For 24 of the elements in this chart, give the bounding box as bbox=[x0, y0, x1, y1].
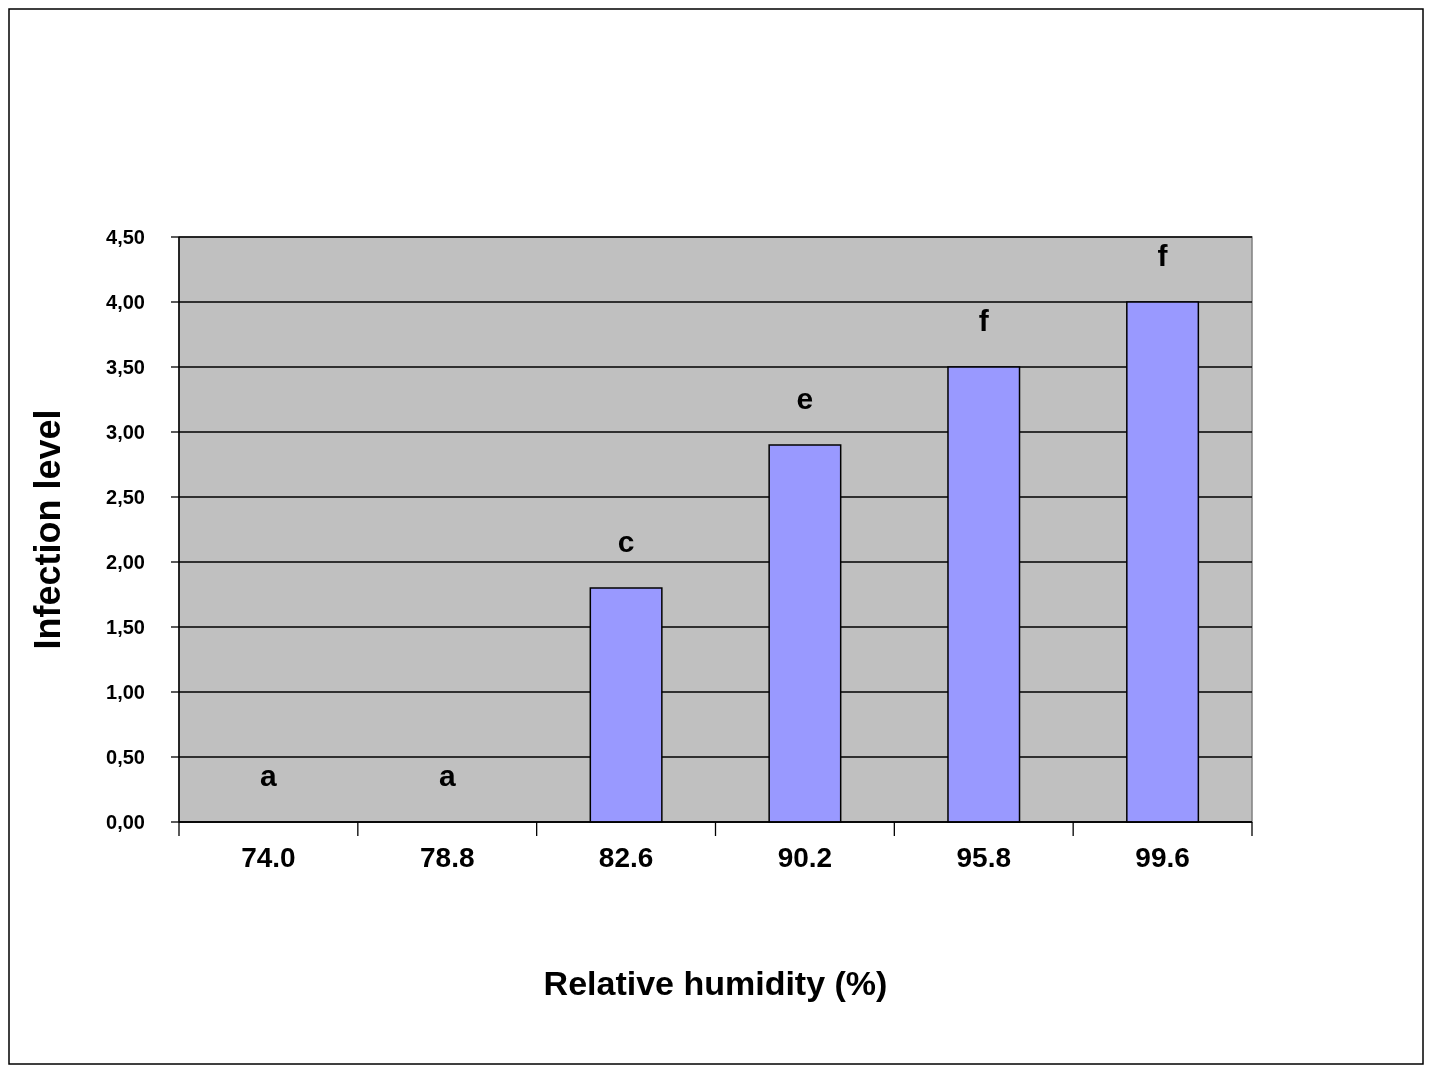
x-tick-label: 90.2 bbox=[777, 842, 833, 873]
x-tick-label: 95.8 bbox=[956, 842, 1011, 873]
y-tick-label: 3,50 bbox=[106, 356, 145, 378]
annotation: c bbox=[617, 525, 635, 558]
annotation: f bbox=[1157, 239, 1169, 272]
y-tick-label: 4,50 bbox=[106, 226, 145, 248]
annotation: e bbox=[796, 382, 814, 415]
y-tick-label: 2,00 bbox=[106, 551, 145, 573]
y-tick-label: 3,00 bbox=[106, 421, 145, 443]
y-tick-label: 4,00 bbox=[106, 291, 145, 313]
y-tick-label: 1,50 bbox=[106, 616, 145, 638]
y-tick-label: 1,00 bbox=[106, 681, 145, 703]
y-tick-label: 0,50 bbox=[106, 746, 145, 768]
annotation: a bbox=[438, 759, 456, 792]
x-tick-label: 99.6 bbox=[1135, 842, 1190, 873]
y-tick-label: 0,00 bbox=[106, 811, 145, 833]
x-tick-label: 74.0 bbox=[241, 842, 296, 873]
x-axis-title: Relative humidity (%) bbox=[543, 964, 888, 1002]
x-tick-label: 78.8 bbox=[420, 842, 475, 873]
annotation: a bbox=[260, 759, 278, 792]
y-tick-label: 2,50 bbox=[106, 486, 145, 508]
x-tick-label: 82.6 bbox=[598, 842, 654, 873]
y-axis-title: Infection level bbox=[27, 409, 68, 650]
annotation: f bbox=[978, 304, 990, 337]
